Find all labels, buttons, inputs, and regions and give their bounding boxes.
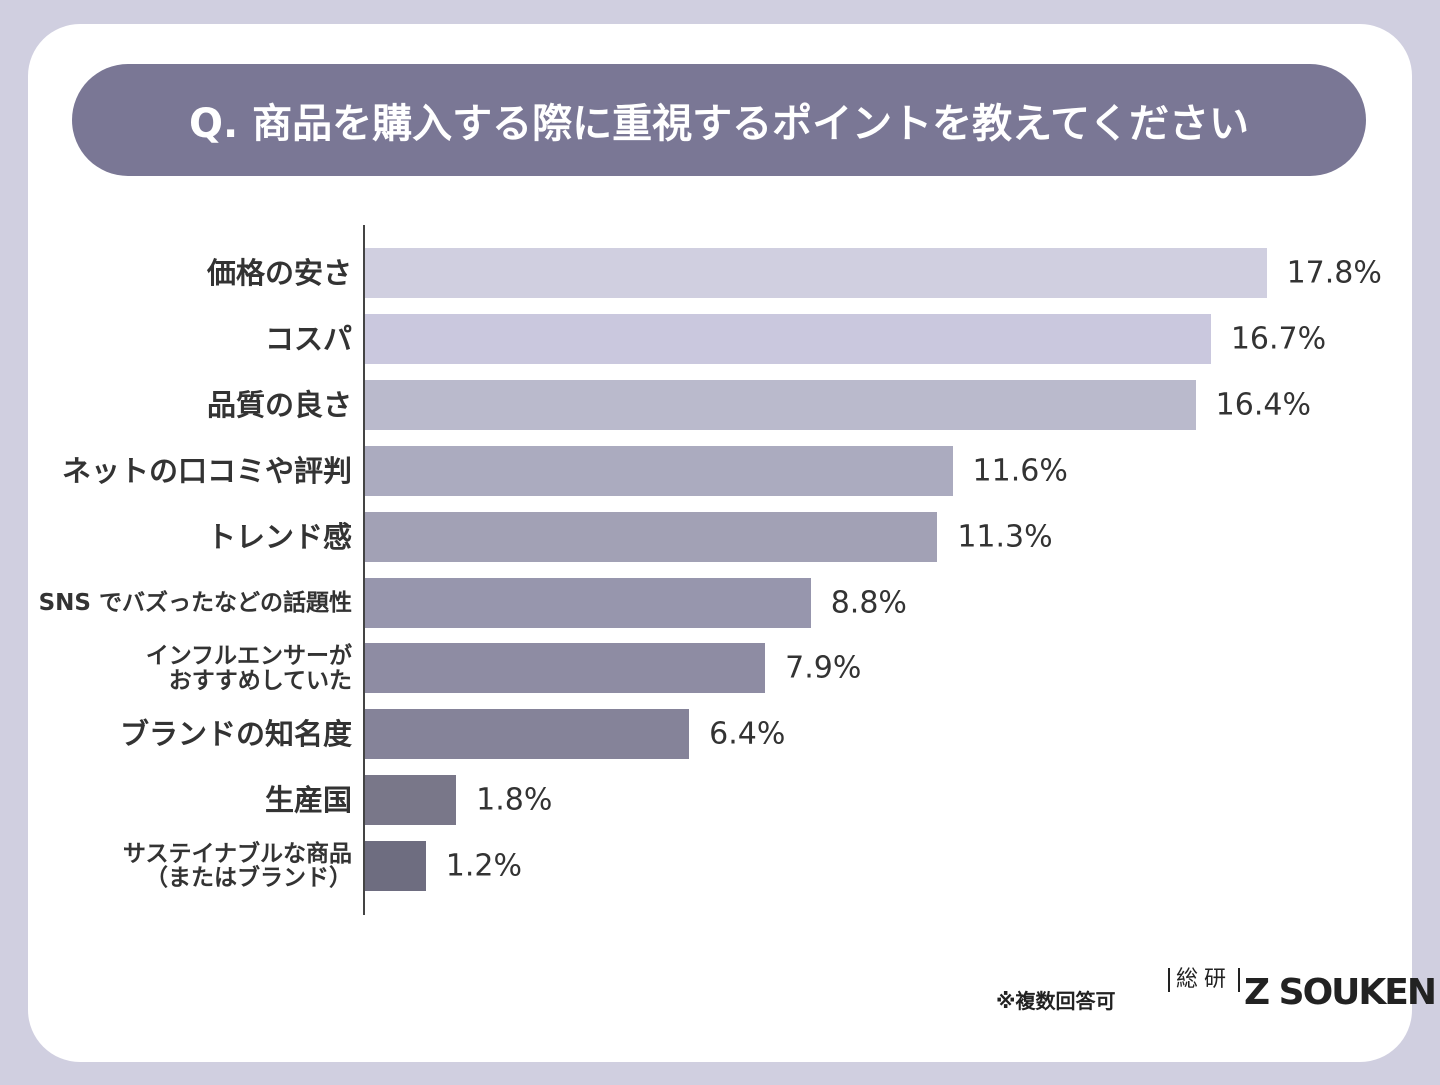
bar (365, 577, 811, 628)
bar (365, 379, 1196, 430)
bar (365, 775, 457, 826)
bar (365, 709, 690, 760)
value-label: 16.7% (1230, 321, 1327, 357)
category-label: コスパ (264, 321, 352, 356)
bar (365, 313, 1211, 364)
category-label: 品質の良さ (206, 387, 352, 422)
bar (365, 511, 938, 562)
bar (365, 643, 766, 694)
value-label: 6.4% (709, 716, 786, 752)
value-label: 8.8% (830, 585, 907, 620)
value-label: 11.3% (957, 519, 1053, 555)
category-label: SNS でバズったなどの話題性 (38, 589, 352, 616)
category-label: 価格の安さ (206, 255, 352, 290)
logo-mark: 総研 (1168, 967, 1240, 993)
category-label: 生産国 (264, 782, 352, 817)
value-label: 1.8% (476, 782, 553, 818)
title: Q. 商品を購入する際に重視するポイントを教えてください (72, 64, 1366, 176)
logo-text: Z SOUKEN (1244, 972, 1437, 1013)
bar (365, 841, 426, 892)
category-label: インフルエンサーが おすすめしていた (145, 643, 352, 694)
value-label: 17.8% (1286, 255, 1382, 291)
bar (365, 445, 953, 496)
category-label: トレンド感 (206, 519, 352, 554)
value-label: 16.4% (1215, 387, 1311, 423)
value-label: 11.6% (972, 453, 1068, 489)
category-label: サステイナブルな商品 （またはブランド） (122, 840, 352, 892)
category-label: ブランドの知名度 (119, 717, 352, 752)
bar (365, 248, 1267, 298)
category-label: ネットの口コミや評判 (61, 453, 352, 488)
footnote: ※複数回答可 (996, 989, 1116, 1013)
axis-line (363, 225, 365, 915)
value-label: 7.9% (785, 650, 862, 686)
value-label: 1.2% (445, 848, 522, 884)
